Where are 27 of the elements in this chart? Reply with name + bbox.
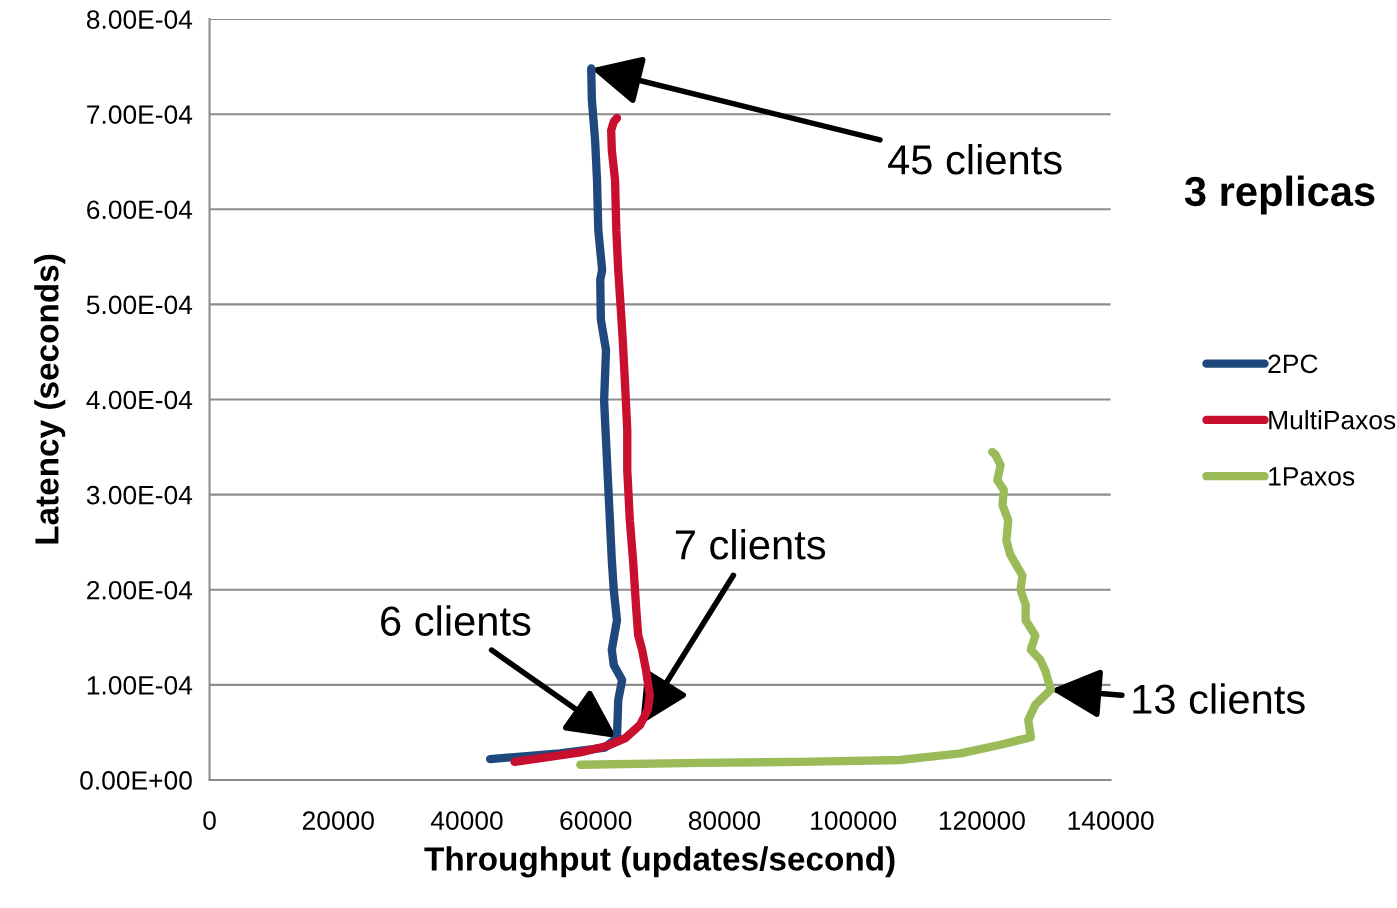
x-tick-label: 60000 <box>560 811 632 830</box>
y-axis-title: Latency (seconds) <box>34 254 66 544</box>
annotation: 13 clients <box>1133 683 1305 714</box>
annotation: 7 clients <box>675 529 826 560</box>
y-tick-label: 3.00E-04 <box>86 485 193 505</box>
y-tick-label: 1.00E-04 <box>87 675 193 695</box>
legend-label: 2PC <box>1268 354 1318 374</box>
y-tick-label: 6.00E-04 <box>87 200 193 220</box>
x-tick-label: 20000 <box>302 811 374 830</box>
y-tick-label: 7.00E-04 <box>87 105 193 124</box>
annotation: 6 clients <box>381 605 531 636</box>
y-tick-label: 4.00E-04 <box>86 390 193 410</box>
y-tick-label: 0.00E+00 <box>80 771 192 790</box>
x-tick-label: 40000 <box>430 811 503 830</box>
text: 3 replicas <box>1184 175 1375 215</box>
x-tick-label: 100000 <box>811 811 897 830</box>
x-tick-label: 80000 <box>688 811 761 830</box>
annotation: 45 clients <box>888 144 1062 175</box>
y-tick-label: 5.00E-04 <box>86 295 193 315</box>
x-axis-title: Throughput (updates/second) <box>424 846 895 878</box>
x-tick-label: 140000 <box>1068 811 1154 830</box>
y-tick-label: 2.00E-04 <box>87 580 193 600</box>
x-tick-label: 120000 <box>939 811 1025 830</box>
legend-label: MultiPaxos <box>1269 410 1396 430</box>
y-tick-label: 8.00E-04 <box>86 10 193 29</box>
legend-label: 1Paxos <box>1269 467 1355 486</box>
x-tick-label: 0 <box>203 811 216 830</box>
